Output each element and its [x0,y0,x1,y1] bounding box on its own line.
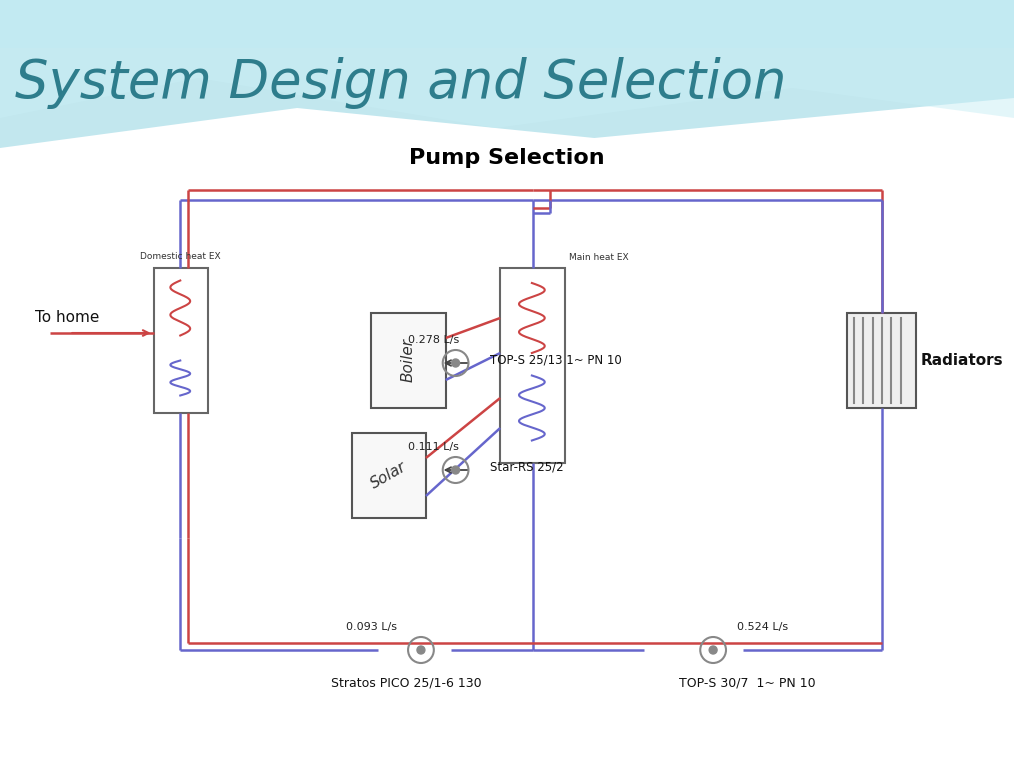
Text: Solar: Solar [369,459,410,492]
Circle shape [452,466,460,474]
Text: Domestic heat EX: Domestic heat EX [140,252,221,261]
Text: Star-RS 25/2: Star-RS 25/2 [490,461,564,474]
Text: Boiler: Boiler [401,339,416,382]
Bar [500,268,564,463]
Bar [154,268,208,413]
Text: Radiators: Radiators [922,353,1004,368]
Circle shape [710,646,717,654]
Text: TOP-S 30/7  1~ PN 10: TOP-S 30/7 1~ PN 10 [680,677,816,690]
Bar [372,313,445,408]
Circle shape [417,646,425,654]
Polygon shape [0,0,1014,48]
Polygon shape [0,0,1014,128]
Text: Main heat EX: Main heat EX [569,253,629,262]
Circle shape [452,359,460,367]
Text: To home: To home [35,310,99,326]
Text: 0.278 L/s: 0.278 L/s [409,335,460,345]
Text: 0.093 L/s: 0.093 L/s [346,622,397,632]
Text: TOP-S 25/13 1~ PN 10: TOP-S 25/13 1~ PN 10 [490,353,622,366]
Text: 0.111 L/s: 0.111 L/s [409,442,459,452]
Text: Pump Selection: Pump Selection [410,148,605,168]
Bar [351,433,426,518]
Polygon shape [0,0,1014,148]
Bar [847,313,916,408]
Text: Stratos PICO 25/1-6 130: Stratos PICO 25/1-6 130 [331,677,481,690]
Text: 0.524 L/s: 0.524 L/s [737,622,788,632]
Text: System Design and Selection: System Design and Selection [15,57,786,109]
